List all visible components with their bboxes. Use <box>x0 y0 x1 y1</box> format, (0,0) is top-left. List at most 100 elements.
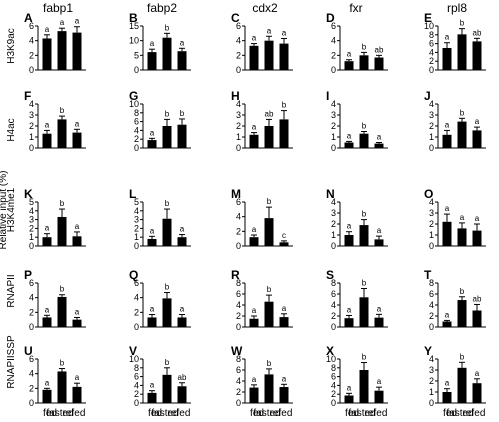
panel-letter: F <box>24 89 31 103</box>
y-tick-label: 0 <box>29 398 34 408</box>
significance-label: b <box>460 108 465 117</box>
y-tick-label: 1 <box>29 232 34 242</box>
y-tick-label: 4 <box>134 206 139 216</box>
significance-label: a <box>460 213 465 222</box>
significance-label: a <box>475 117 480 126</box>
y-tick-label: 0 <box>236 65 241 75</box>
bar-fed <box>249 45 259 70</box>
bar-fed <box>249 134 259 148</box>
column-header-fabp1: fabp1 <box>43 1 73 15</box>
y-tick-label: 10 <box>129 99 139 109</box>
y-tick-label: 8 <box>134 108 139 118</box>
bar-refed <box>72 132 82 148</box>
significance-label: b <box>165 358 170 367</box>
x-category-label: refed <box>463 408 486 419</box>
bar-refed <box>177 237 187 246</box>
panel-letter: D <box>326 11 335 25</box>
y-tick-label: 6 <box>331 21 336 31</box>
bar-fed <box>249 237 259 246</box>
panel-letter: X <box>326 344 334 358</box>
y-tick-label: 5 <box>134 50 139 60</box>
y-tick-label: 4 <box>236 36 241 46</box>
y-tick-label: 3 <box>134 215 139 225</box>
significance-label: a <box>75 373 80 382</box>
panel-letter: U <box>24 344 33 358</box>
significance-label: a <box>282 28 287 37</box>
y-tick-label: 3 <box>29 110 34 120</box>
y-tick-label: 2 <box>134 134 139 144</box>
panel-letter: V <box>129 344 137 358</box>
y-tick-label: 4 <box>134 380 139 390</box>
significance-label: b <box>362 210 367 219</box>
significance-label: b <box>362 42 367 51</box>
panel-letter: K <box>24 187 33 201</box>
bar-fasted <box>359 55 369 70</box>
y-tick-label: 3 <box>29 215 34 225</box>
y-tick-label: 2 <box>29 307 34 317</box>
y-tick-label: 8 <box>236 278 241 288</box>
significance-label: a <box>445 310 450 319</box>
bar-refed <box>279 119 289 148</box>
significance-label: b <box>460 19 465 28</box>
panel-a: A 0 2 4 6 a a a <box>24 11 86 75</box>
significance-label: a <box>252 306 257 315</box>
panel-q: Q 0 2 4 6 a b a <box>129 268 191 332</box>
y-tick-label: 2 <box>331 50 336 60</box>
bar-fasted <box>457 34 467 70</box>
panel-letter: C <box>231 11 240 25</box>
panel-c: C 0 2 4 6 a a a <box>231 11 293 75</box>
y-tick-label: 3 <box>236 110 241 120</box>
y-tick-label: 3 <box>331 110 336 120</box>
significance-label: a <box>252 34 257 43</box>
x-category-label: fasted <box>151 408 178 419</box>
y-tick-label: 6 <box>134 117 139 127</box>
y-tick-label: 0 <box>236 398 241 408</box>
y-tick-label: 0 <box>429 65 434 75</box>
y-tick-label: 3 <box>331 208 336 218</box>
y-tick-label: 4 <box>29 99 34 109</box>
bar-fasted <box>264 126 274 148</box>
significance-label: b <box>460 287 465 296</box>
significance-label: b <box>267 197 272 206</box>
panel-b: B 0 5 10 15 a b a <box>129 11 191 75</box>
significance-label: a <box>75 222 80 231</box>
y-tick-label: 0 <box>29 65 34 75</box>
panel-letter: M <box>231 187 241 201</box>
y-tick-label: 1 <box>429 132 434 142</box>
y-tick-label: 15 <box>129 21 139 31</box>
bar-fed <box>147 52 157 70</box>
y-tick-label: 0 <box>429 322 434 332</box>
significance-label: ab <box>375 45 384 54</box>
y-tick-label: 0 <box>331 241 336 251</box>
significance-label: b <box>165 109 170 118</box>
y-tick-label: 4 <box>429 354 434 364</box>
significance-label: ab <box>265 109 274 118</box>
bar-refed <box>72 386 82 403</box>
bar-fasted <box>264 374 274 403</box>
y-tick-label: 0 <box>331 143 336 153</box>
significance-label: a <box>445 204 450 213</box>
x-category-label: fed <box>443 408 457 419</box>
bar-refed <box>279 387 289 403</box>
bar-fed <box>147 140 157 148</box>
y-tick-label: 1 <box>331 230 336 240</box>
y-tick-label: 8 <box>429 30 434 40</box>
significance-label: ab <box>473 294 482 303</box>
column-header-fabp2: fabp2 <box>147 1 177 15</box>
bar-fasted <box>457 367 467 403</box>
significance-label: a <box>475 214 480 223</box>
y-tick-label: 10 <box>129 354 139 364</box>
y-tick-label: 0 <box>331 65 336 75</box>
panel-letter: Y <box>424 344 432 358</box>
y-tick-label: 8 <box>134 363 139 373</box>
bar-fasted <box>264 301 274 327</box>
significance-label: a <box>75 17 80 26</box>
bar-fed <box>42 317 52 327</box>
y-tick-label: 2 <box>331 219 336 229</box>
bar-refed <box>374 57 384 70</box>
significance-label: a <box>377 133 382 142</box>
